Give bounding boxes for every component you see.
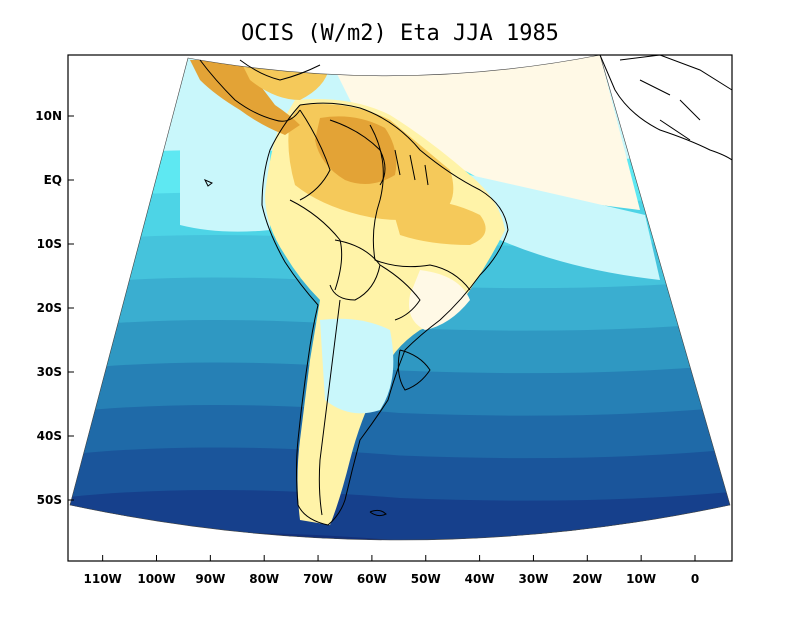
x-tick-label: 80W: [249, 572, 279, 586]
y-tick-label: 10N: [35, 109, 62, 123]
y-tick-label: 50S: [37, 493, 62, 507]
x-tick-label: 70W: [303, 572, 333, 586]
land-orange-brazil: [390, 199, 486, 245]
border-peru: [289, 199, 343, 291]
border-venezuela: [329, 119, 386, 186]
ocean-bands: [70, 55, 730, 540]
x-tick-label: 50W: [411, 572, 441, 586]
domain-outline: [69, 54, 731, 541]
land-dark-north: [315, 116, 397, 184]
africa-borders: [639, 79, 701, 141]
y-tick-label: 30S: [37, 365, 62, 379]
x-tick-label: 100W: [137, 572, 175, 586]
galapagos: [203, 179, 213, 187]
coastlines: [199, 54, 733, 526]
ocis-field: [70, 55, 730, 540]
x-axis: 110W 100W 90W 80W 70W 60W 50W 40W 30W 20W 10W 0: [84, 555, 699, 586]
central-america-coast: [199, 59, 321, 122]
border-colombia: [299, 109, 331, 201]
ocean-band-8: [70, 490, 730, 540]
land-cyan-patagonia: [320, 318, 394, 414]
land-pale-south: [409, 270, 470, 330]
y-tick-label: EQ: [44, 173, 62, 187]
atlantic-cyan-band: [470, 175, 660, 280]
x-tick-label: 20W: [572, 572, 602, 586]
y-axis: 10N EQ 10S 20S 30S 40S 50S: [35, 109, 74, 507]
x-tick-label: 40W: [465, 572, 495, 586]
border-argentina: [318, 299, 341, 516]
x-tick-label: 10W: [626, 572, 656, 586]
africa-coast: [599, 54, 733, 161]
y-tick-label: 10S: [37, 237, 62, 251]
y-tick-label: 20S: [37, 301, 62, 315]
border-bolivia: [329, 239, 381, 301]
sa-coastline: [261, 102, 509, 526]
x-tick-label: 0: [691, 572, 699, 586]
border-guianas: [394, 149, 429, 186]
x-tick-label: 110W: [84, 572, 122, 586]
north-atlantic-pale: [330, 55, 640, 210]
border-uruguay: [397, 349, 431, 391]
border-brazil: [369, 124, 471, 291]
y-tick-label: 40S: [37, 429, 62, 443]
x-tick-label: 90W: [195, 572, 225, 586]
central-america-land: [190, 60, 300, 135]
border-paraguay: [379, 264, 421, 321]
pacific-pale: [180, 136, 270, 232]
x-tick-label: 30W: [518, 572, 548, 586]
x-tick-label: 60W: [357, 572, 387, 586]
falklands: [369, 509, 387, 517]
map-title: OCIS (W/m2) Eta JJA 1985: [241, 21, 559, 46]
